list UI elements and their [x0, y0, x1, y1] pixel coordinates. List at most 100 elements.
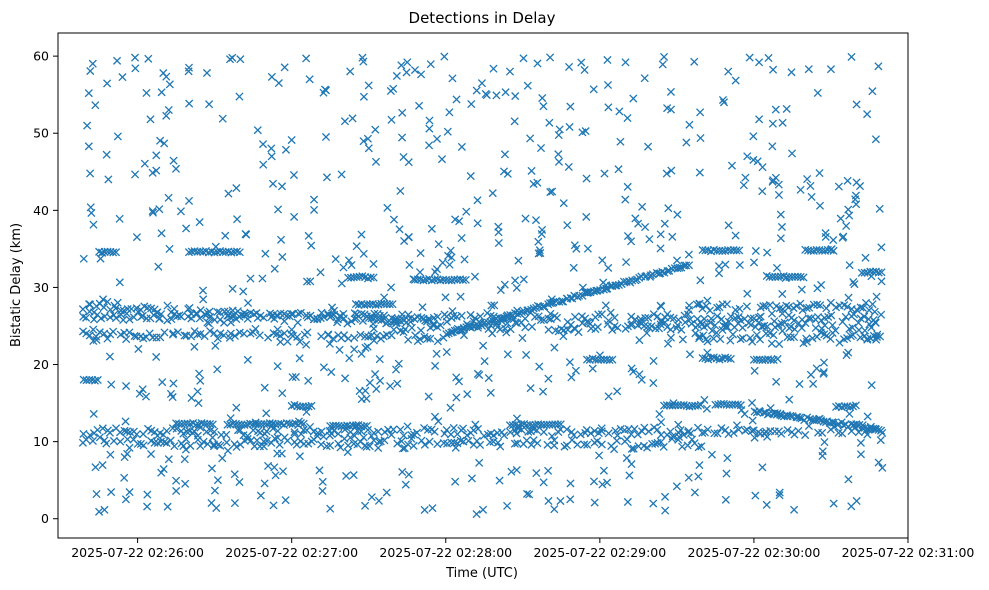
data-point-1490: [106, 450, 115, 459]
data-point-973: [802, 304, 811, 313]
data-point-303: [213, 334, 222, 343]
data-point-970: [792, 301, 801, 311]
data-point-1781: [488, 329, 497, 338]
data-point-654: [597, 440, 606, 449]
data-point-1682: [92, 332, 101, 341]
data-point-2001: [767, 339, 776, 348]
data-point-1564: [601, 281, 611, 290]
data-point-1038: [93, 375, 102, 385]
data-point-1986: [86, 66, 95, 76]
data-point-263: [406, 317, 415, 326]
data-point-1705: [218, 114, 227, 123]
data-point-803: [483, 318, 493, 327]
data-point-1324: [590, 498, 599, 507]
data-point-1735: [694, 472, 703, 481]
data-point-835: [557, 297, 566, 306]
data-point-50: [293, 318, 302, 327]
data-point-1796: [745, 53, 754, 62]
data-point-1943: [162, 111, 171, 120]
data-point-1914: [395, 225, 404, 234]
data-point-313: [264, 333, 273, 342]
data-point-717: [578, 319, 587, 328]
data-point-1347: [750, 366, 759, 375]
data-point-349: [423, 334, 432, 343]
data-point-280: [122, 335, 131, 344]
data-point-1752: [777, 222, 787, 232]
data-point-1685: [643, 142, 653, 151]
data-point-1537: [401, 480, 410, 489]
data-point-1868: [364, 144, 373, 153]
data-point-582: [262, 436, 272, 445]
data-point-1835: [571, 366, 580, 375]
data-point-1530: [703, 337, 712, 346]
data-point-564: [193, 435, 202, 444]
data-point-599: [334, 439, 343, 448]
data-point-1316: [364, 81, 373, 90]
data-point-11: [119, 315, 128, 325]
data-point-1335: [878, 463, 887, 472]
data-point-821: [524, 306, 533, 315]
data-point-1451: [776, 409, 785, 419]
data-point-1002: [752, 330, 761, 339]
data-point-1409: [772, 377, 781, 386]
data-point-1395: [226, 414, 235, 423]
data-point-225: [252, 309, 261, 318]
data-point-963: [765, 300, 774, 310]
data-point-702: [506, 325, 515, 334]
data-point-1790: [360, 501, 370, 510]
data-point-2013: [196, 376, 205, 385]
data-point-180: [78, 305, 87, 314]
data-point-1732: [503, 350, 512, 359]
data-point-1469: [518, 333, 527, 343]
data-point-1728: [782, 104, 791, 113]
data-point-1808: [432, 349, 441, 358]
data-point-2014: [547, 295, 556, 304]
data-point-487: [653, 425, 662, 434]
data-point-1949: [87, 208, 96, 218]
data-point-767: [780, 318, 789, 327]
data-point-1391: [397, 133, 407, 142]
data-point-1235: [715, 355, 724, 364]
data-point-758: [746, 320, 756, 329]
data-point-1323: [564, 62, 574, 71]
data-point-1607: [532, 469, 541, 478]
data-point-1963: [337, 170, 346, 179]
data-point-1889: [806, 370, 815, 379]
data-point-1701: [512, 414, 522, 423]
data-point-271: [89, 325, 98, 334]
data-point-1485: [622, 453, 631, 463]
data-point-1913: [554, 131, 563, 140]
data-point-1971: [199, 295, 208, 304]
data-point-141: [700, 314, 709, 323]
data-point-1834: [753, 157, 762, 166]
data-point-600: [336, 443, 345, 452]
data-point-1019: [826, 334, 835, 344]
data-point-1620: [380, 293, 389, 302]
data-point-1544: [394, 359, 403, 368]
data-point-1528: [842, 221, 851, 230]
data-point-1968: [277, 182, 287, 191]
data-point-347: [416, 335, 425, 344]
y-tick-label-4: 40: [33, 203, 49, 218]
data-point-762: [760, 321, 769, 330]
data-point-444: [473, 424, 483, 433]
data-point-547: [125, 443, 134, 452]
data-point-224: [249, 310, 259, 319]
data-point-1671: [582, 288, 591, 297]
data-point-1348: [566, 495, 575, 504]
data-point-1411: [89, 409, 98, 419]
data-point-1583: [544, 466, 553, 475]
data-point-971: [796, 299, 805, 308]
data-point-1842: [278, 389, 287, 398]
data-point-995: [712, 328, 721, 337]
data-point-1487: [867, 272, 876, 281]
data-point-1538: [184, 196, 194, 205]
data-point-338: [372, 331, 381, 340]
data-point-1289: [848, 402, 858, 411]
data-point-771: [797, 323, 806, 333]
data-point-1727: [467, 99, 476, 109]
data-point-1562: [443, 127, 452, 136]
data-point-701: [503, 319, 512, 328]
data-point-843: [575, 291, 584, 300]
data-point-2011: [696, 108, 705, 117]
